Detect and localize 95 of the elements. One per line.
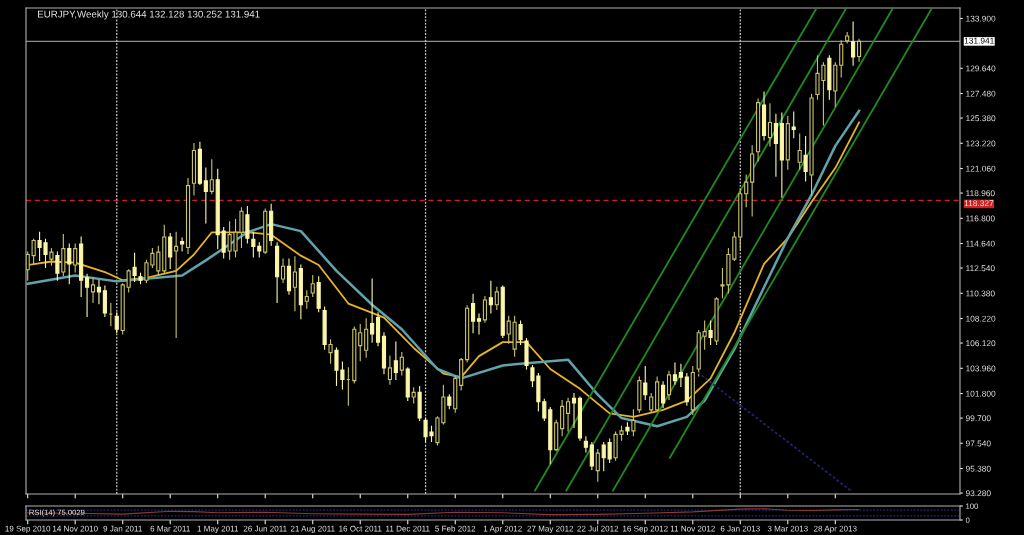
candlestick [595,449,600,482]
x-tick-label: 16 Sep 2012 [623,525,668,534]
candlestick [583,436,588,453]
y-tick-label: 93.280 [965,490,991,497]
candlestick [839,40,844,78]
candlestick [96,279,102,305]
x-tick-label: 22 Jul 2012 [577,525,619,532]
candlestick [180,237,185,252]
y-tick-label: 125.380 [966,115,996,122]
candlestick [571,392,577,428]
candlestick [851,21,856,66]
candlestick [174,231,179,339]
candlestick [488,280,493,314]
candlestick [280,258,286,284]
candlestick [708,320,713,346]
candlestick [328,339,333,364]
x-tick-label: 9 Jan 2011 [103,525,142,532]
y-tick-label: 123.220 [966,140,996,147]
y-tick-label: 103.960 [966,365,996,372]
candlestick [649,392,654,413]
candlestick [102,285,107,317]
x-tick-label: 11 Nov 2012 [670,525,715,532]
y-tick-label: 108.220 [966,315,996,322]
candlestick [67,243,72,285]
candlestick [90,277,96,303]
candlestick [399,352,404,376]
x-tick-label: 27 May 2012 [527,525,574,534]
candlestick [482,296,488,323]
x-tick-label: 21 Aug 2011 [290,525,335,534]
candlestick [245,206,250,244]
candlestick [661,381,666,409]
candlestick [643,366,648,400]
candlestick [73,243,78,273]
x-tick-label: 6 Mar 2011 [150,525,190,532]
x-tick-label: 16 Oct 2011 [339,525,382,532]
y-tick-label: 110.380 [966,290,995,297]
y-tick-label: 129.640 [966,65,996,72]
candlestick [387,355,393,385]
x-tick-label: 6 Jan 2013 [720,525,760,532]
candlestick [565,397,571,432]
chart-title: EURJPY,Weekly 130.644 132.128 130.252 131.941 [38,10,260,20]
x-tick-label: 26 Jun 2011 [243,525,287,532]
candlestick [470,293,476,334]
candlestick [631,409,636,437]
candlestick [672,362,678,385]
y-tick-label: 133.900 [966,15,996,22]
candlestick [393,341,398,381]
candlestick [132,252,137,282]
y-tick-label: 121.060 [966,165,996,172]
candlestick [209,159,214,195]
candlestick [666,370,672,400]
candlestick [791,111,796,139]
x-tick-label: 5 Feb 2012 [435,525,476,532]
x-tick-label: 14 Nov 2010 [52,525,98,532]
candlestick [55,251,60,281]
x-tick-label: 19 Sep 2010 [5,525,51,534]
candlestick [61,234,66,277]
candlestick [856,38,862,62]
x-tick-label: 3 Mar 2013 [767,525,808,532]
y-tick-label: 106.120 [966,340,996,347]
x-tick-label: 11 Dec 2011 [386,525,430,532]
candlestick [370,278,375,343]
candlestick [797,133,802,170]
x-tick-label: 1 Apr 2012 [483,525,522,534]
candlestick [773,113,778,177]
y-tick-label: 101.800 [966,390,996,397]
candlestick [494,286,499,310]
candlestick [84,273,90,317]
y-tick-label: 99.700 [965,415,991,422]
candlestick [678,363,683,388]
candlestick [364,318,369,358]
candlestick [168,232,173,270]
y-tick-label: 116.800 [966,215,995,222]
ref-line-label: 118.327 [964,200,994,207]
x-tick-label: 1 May 2011 [197,525,239,534]
y-tick-label: 114.640 [966,240,995,247]
y-tick-label: 127.480 [966,90,996,97]
x-tick-label: 28 Apr 2013 [813,525,857,534]
candlestick [560,399,565,437]
y-tick-label: 112.540 [966,265,995,272]
y-tick-label: 118.960 [966,190,995,197]
candlestick [310,274,315,298]
y-tick-label: 97.540 [965,440,991,447]
y-tick-label: 95.380 [965,465,991,472]
ref-line-label: 131.941 [964,37,994,44]
candlestick [803,135,808,182]
candlestick [358,324,363,362]
candlestick [744,174,749,208]
candlestick [292,256,297,312]
candlestick [767,103,773,147]
candlestick [518,320,523,346]
candlestick [203,167,208,224]
candlestick [476,313,482,335]
candlestick [114,312,119,334]
candlestick [589,442,594,471]
